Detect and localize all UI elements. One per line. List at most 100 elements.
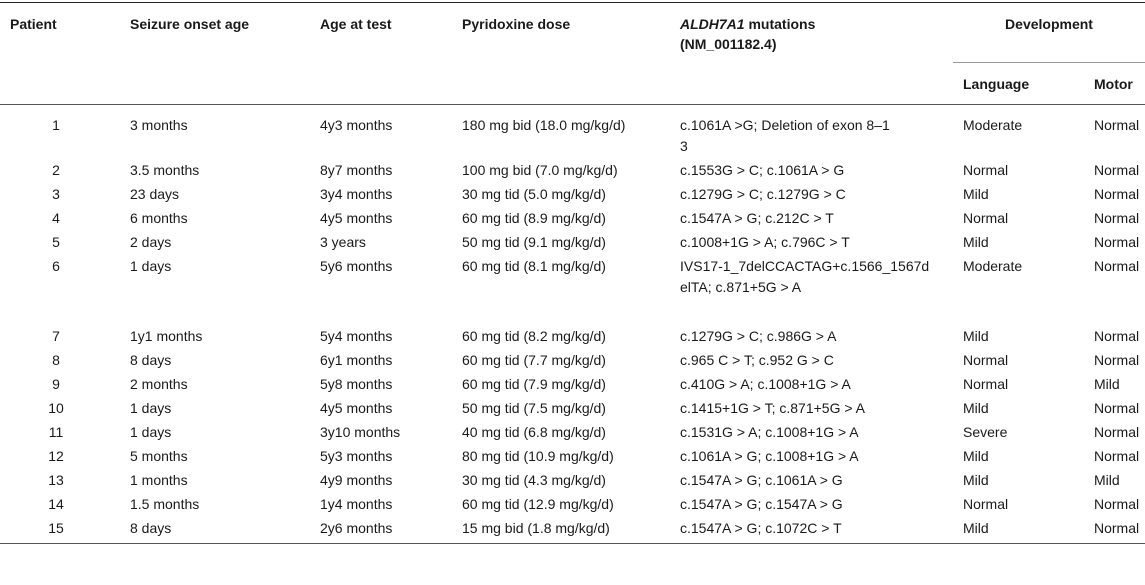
cell-motor: Normal <box>1094 448 1140 464</box>
cell-motor: Normal <box>1094 400 1140 416</box>
cell-patient: 11 <box>48 424 64 440</box>
table-row: 6 1 days 5y6 months 60 mg tid (8.1 mg/kg/d)… <box>0 253 1145 323</box>
cell-mutations: c.410G > A; c.1008+1G > A <box>680 376 851 392</box>
cell-pyridoxine-dose: 30 mg tid (5.0 mg/kg/d) <box>462 186 606 202</box>
cell-mutations: c.1547A > G; c.1061A > G <box>680 472 843 488</box>
header-mutations-gene: ALDH7A1 <box>680 16 745 32</box>
cell-motor: Normal <box>1094 352 1140 368</box>
cell-patient: 9 <box>52 376 60 392</box>
cell-age-at-test: 6y1 months <box>320 352 393 368</box>
cell-language: Mild <box>963 328 989 344</box>
cell-mutations: c.1547A > G; c.1547A > G <box>680 496 843 512</box>
cell-seizure-onset-age: 5 months <box>130 448 188 464</box>
cell-patient: 6 <box>52 258 60 274</box>
patient-table: Patient Seizure onset age Age at test Py… <box>0 2 1145 544</box>
cell-language: Mild <box>963 448 989 464</box>
cell-pyridoxine-dose: 60 mg tid (8.1 mg/kg/d) <box>462 258 606 274</box>
cell-pyridoxine-dose: 60 mg tid (8.2 mg/kg/d) <box>462 328 606 344</box>
cell-seizure-onset-age: 1 days <box>130 424 172 440</box>
table-row: 4 6 months 4y5 months 60 mg tid (8.9 mg/kg/… <box>0 205 1145 229</box>
table-row: 12 5 months 5y3 months 80 mg tid (10.9 mg/k… <box>0 443 1145 467</box>
cell-mutations: c.1547A > G; c.1072C > T <box>670 515 953 544</box>
cell-language: Moderate <box>963 117 1023 133</box>
cell-motor: Normal <box>1094 328 1140 344</box>
cell-patient: 15 <box>0 515 120 544</box>
cell-language: Severe <box>963 424 1008 440</box>
header-language: Language <box>953 62 1084 105</box>
cell-patient: 7 <box>52 328 60 344</box>
header-pyridoxine-dose: Pyridoxine dose <box>452 2 670 105</box>
cell-seizure-onset-age: 1 months <box>130 472 188 488</box>
cell-patient: 13 <box>48 472 64 488</box>
cell-language: Mild <box>963 472 989 488</box>
cell-mutations: c.1061A > G; c.1008+1G > A <box>680 448 859 464</box>
cell-seizure-onset-age: 3.5 months <box>130 162 200 178</box>
cell-patient: 1 <box>52 117 60 133</box>
cell-mutations: c.1008+1G > A; c.796C > T <box>680 234 850 250</box>
cell-mutations: c.1531G > A; c.1008+1G > A <box>680 424 859 440</box>
cell-pyridoxine-dose: 50 mg tid (9.1 mg/kg/d) <box>462 234 606 250</box>
cell-age-at-test: 8y7 months <box>320 162 393 178</box>
cell-pyridoxine-dose: 80 mg tid (10.9 mg/kg/d) <box>462 448 614 464</box>
table-row: 1 3 months 4y3 months 180 mg bid (18.0 mg/k… <box>0 105 1145 158</box>
cell-mutations: c.1547A > G; c.212C > T <box>680 210 834 226</box>
cell-seizure-onset-age: 8 days <box>120 515 310 544</box>
cell-language: Moderate <box>963 258 1023 274</box>
cell-language: Mild <box>963 400 989 416</box>
cell-language: Normal <box>963 496 1009 512</box>
cell-mutations: c.1415+1G > T; c.871+5G > A <box>680 400 865 416</box>
header-mutations: ALDH7A1 mutations (NM_001182.4) <box>670 2 953 105</box>
cell-age-at-test: 4y5 months <box>320 210 393 226</box>
cell-language: Mild <box>963 234 989 250</box>
cell-mutations: c.1279G > C; c.986G > A <box>680 328 837 344</box>
cell-age-at-test: 2y6 months <box>310 515 452 544</box>
cell-seizure-onset-age: 23 days <box>130 186 180 202</box>
cell-seizure-onset-age: 6 months <box>130 210 188 226</box>
cell-age-at-test: 1y4 months <box>320 496 393 512</box>
cell-motor: Normal <box>1094 424 1140 440</box>
cell-seizure-onset-age: 3 months <box>130 117 188 133</box>
cell-mutations: c.1279G > C; c.1279G > C <box>680 186 846 202</box>
cell-language: Normal <box>963 162 1009 178</box>
header-patient: Patient <box>0 2 120 105</box>
header-age-at-test: Age at test <box>310 2 452 105</box>
cell-pyridoxine-dose: 40 mg tid (6.8 mg/kg/d) <box>462 424 606 440</box>
cell-motor: Normal <box>1094 117 1140 133</box>
table-row: 14 1.5 months 1y4 months 60 mg tid (12.9 mg… <box>0 491 1145 515</box>
cell-mutations: c.965 C > T; c.952 G > C <box>680 352 834 368</box>
cell-pyridoxine-dose: 15 mg bid (1.8 mg/kg/d) <box>452 515 670 544</box>
cell-patient: 8 <box>52 352 60 368</box>
cell-seizure-onset-age: 2 days <box>130 234 172 250</box>
cell-motor: Normal <box>1094 162 1140 178</box>
table-body: 1 3 months 4y3 months 180 mg bid (18.0 mg/k… <box>0 105 1145 544</box>
cell-language: Normal <box>963 210 1009 226</box>
cell-age-at-test: 4y9 months <box>320 472 393 488</box>
cell-patient: 12 <box>48 448 64 464</box>
cell-pyridoxine-dose: 60 mg tid (12.9 mg/kg/d) <box>462 496 614 512</box>
cell-language: Mild <box>953 515 1084 544</box>
cell-patient: 4 <box>52 210 60 226</box>
cell-pyridoxine-dose: 180 mg bid (18.0 mg/kg/d) <box>462 117 626 133</box>
header-motor: Motor <box>1084 62 1145 105</box>
cell-pyridoxine-dose: 30 mg tid (4.3 mg/kg/d) <box>462 472 606 488</box>
cell-pyridoxine-dose: 60 mg tid (7.7 mg/kg/d) <box>462 352 606 368</box>
cell-motor: Normal <box>1094 496 1140 512</box>
cell-pyridoxine-dose: 60 mg tid (8.9 mg/kg/d) <box>462 210 606 226</box>
cell-age-at-test: 3y4 months <box>320 186 393 202</box>
cell-motor: Normal <box>1094 258 1140 274</box>
cell-pyridoxine-dose: 60 mg tid (7.9 mg/kg/d) <box>462 376 606 392</box>
cell-age-at-test: 5y3 months <box>320 448 393 464</box>
cell-age-at-test: 5y4 months <box>320 328 393 344</box>
table-row: 15 8 days 2y6 months 15 mg bid (1.8 mg/kg/d… <box>0 515 1145 544</box>
cell-language: Mild <box>963 186 989 202</box>
cell-mutations: c.1553G > C; c.1061A > G <box>680 162 845 178</box>
cell-language: Normal <box>963 352 1009 368</box>
cell-patient: 10 <box>48 400 64 416</box>
cell-age-at-test: 4y3 months <box>320 117 393 133</box>
cell-age-at-test: 5y8 months <box>320 376 393 392</box>
table-row: 3 23 days 3y4 months 30 mg tid (5.0 mg/kg/d… <box>0 181 1145 205</box>
table-row: 2 3.5 months 8y7 months 100 mg bid (7.0 mg/… <box>0 157 1145 181</box>
cell-motor: Mild <box>1094 376 1120 392</box>
header-mutations-ref: (NM_001182.4) <box>680 36 777 52</box>
cell-patient: 5 <box>52 234 60 250</box>
